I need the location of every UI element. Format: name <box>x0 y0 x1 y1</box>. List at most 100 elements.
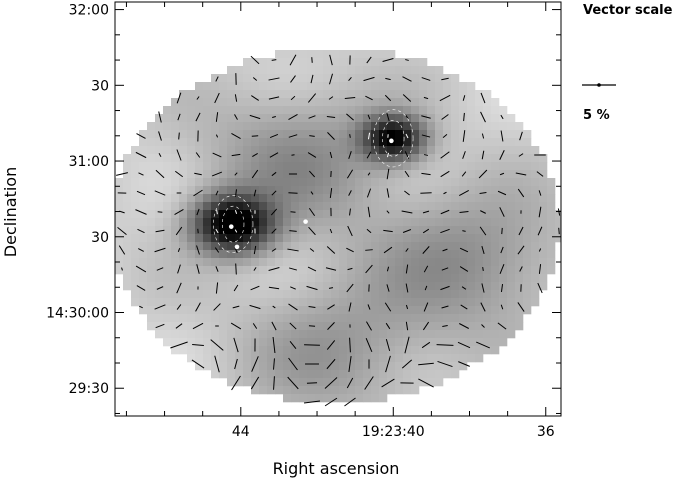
map-cell <box>507 330 516 339</box>
map-cell <box>411 218 420 227</box>
map-cell <box>443 122 452 131</box>
map-cell <box>395 362 404 371</box>
map-cell <box>443 210 452 219</box>
map-cell <box>475 210 484 219</box>
map-cell <box>499 186 508 195</box>
map-cell <box>379 330 388 339</box>
map-cell <box>547 258 556 267</box>
map-cell <box>363 250 372 259</box>
map-cell <box>499 170 508 179</box>
polarization-vector <box>215 266 219 272</box>
polarization-vector <box>538 248 542 252</box>
map-cell <box>403 386 412 395</box>
map-cell <box>211 322 220 331</box>
map-cell <box>339 218 348 227</box>
map-cell <box>283 202 292 211</box>
map-cell <box>355 210 364 219</box>
map-cell <box>483 266 492 275</box>
map-cell <box>155 170 164 179</box>
polarization-vector <box>272 115 276 119</box>
map-cell <box>531 274 540 283</box>
map-cell <box>355 170 364 179</box>
map-cell <box>419 210 428 219</box>
map-cell <box>155 234 164 243</box>
map-cell <box>411 298 420 307</box>
map-cell <box>523 250 532 259</box>
map-cell <box>499 282 508 291</box>
map-cell <box>171 306 180 315</box>
map-cell <box>347 82 356 91</box>
map-cell <box>491 242 500 251</box>
polarization-vector <box>310 74 314 84</box>
map-cell <box>539 234 548 243</box>
map-cell <box>475 314 484 323</box>
map-cell <box>379 178 388 187</box>
map-cell <box>147 138 156 147</box>
map-cell <box>339 274 348 283</box>
map-cell <box>211 242 220 251</box>
map-cell <box>411 82 420 91</box>
map-cell <box>355 290 364 299</box>
map-cell <box>387 314 396 323</box>
map-cell <box>355 98 364 107</box>
map-cell <box>347 146 356 155</box>
polarization-vector <box>154 304 166 310</box>
map-cell <box>155 122 164 131</box>
map-cell <box>227 98 236 107</box>
map-cell <box>339 210 348 219</box>
map-cell <box>235 298 244 307</box>
polarization-vector <box>461 286 467 290</box>
polarization-vector <box>365 337 373 353</box>
map-cell <box>467 194 476 203</box>
map-cell <box>147 186 156 195</box>
polarization-vector <box>383 229 393 233</box>
map-cell <box>539 154 548 163</box>
map-cell <box>475 122 484 131</box>
map-cell <box>451 178 460 187</box>
polarization-vector <box>500 246 504 254</box>
map-cell <box>323 82 332 91</box>
map-cell <box>227 210 236 219</box>
map-cell <box>211 346 220 355</box>
map-cell <box>339 154 348 163</box>
map-cell <box>403 106 412 115</box>
map-cell <box>291 386 300 395</box>
map-cell <box>163 282 172 291</box>
map-cell <box>475 106 484 115</box>
map-cell <box>219 90 228 99</box>
polarization-vector <box>346 113 354 121</box>
polarization-vector <box>230 322 242 330</box>
map-cell <box>179 234 188 243</box>
map-cell <box>331 314 340 323</box>
map-cell <box>427 162 436 171</box>
map-cell <box>211 306 220 315</box>
polarization-vector <box>215 76 219 82</box>
map-cell <box>459 330 468 339</box>
map-cell <box>355 66 364 75</box>
map-cell <box>251 330 260 339</box>
map-cell <box>387 282 396 291</box>
map-cell <box>411 122 420 131</box>
polarization-vector <box>404 170 410 178</box>
map-cell <box>179 314 188 323</box>
map-cell <box>243 306 252 315</box>
map-cell <box>307 82 316 91</box>
map-cell <box>363 234 372 243</box>
map-cell <box>291 74 300 83</box>
map-cell <box>483 226 492 235</box>
map-cell <box>515 210 524 219</box>
map-cell <box>419 82 428 91</box>
map-cell <box>427 186 436 195</box>
map-cell <box>211 162 220 171</box>
map-cell <box>451 242 460 251</box>
map-cell <box>379 202 388 211</box>
map-cell <box>147 226 156 235</box>
map-cell <box>315 394 324 403</box>
map-cell <box>147 322 156 331</box>
map-cell <box>203 138 212 147</box>
polarization-vector <box>324 377 338 389</box>
map-cell <box>259 354 268 363</box>
polarization-vector <box>234 94 238 102</box>
map-cell <box>411 322 420 331</box>
polarization-vector <box>175 226 183 236</box>
